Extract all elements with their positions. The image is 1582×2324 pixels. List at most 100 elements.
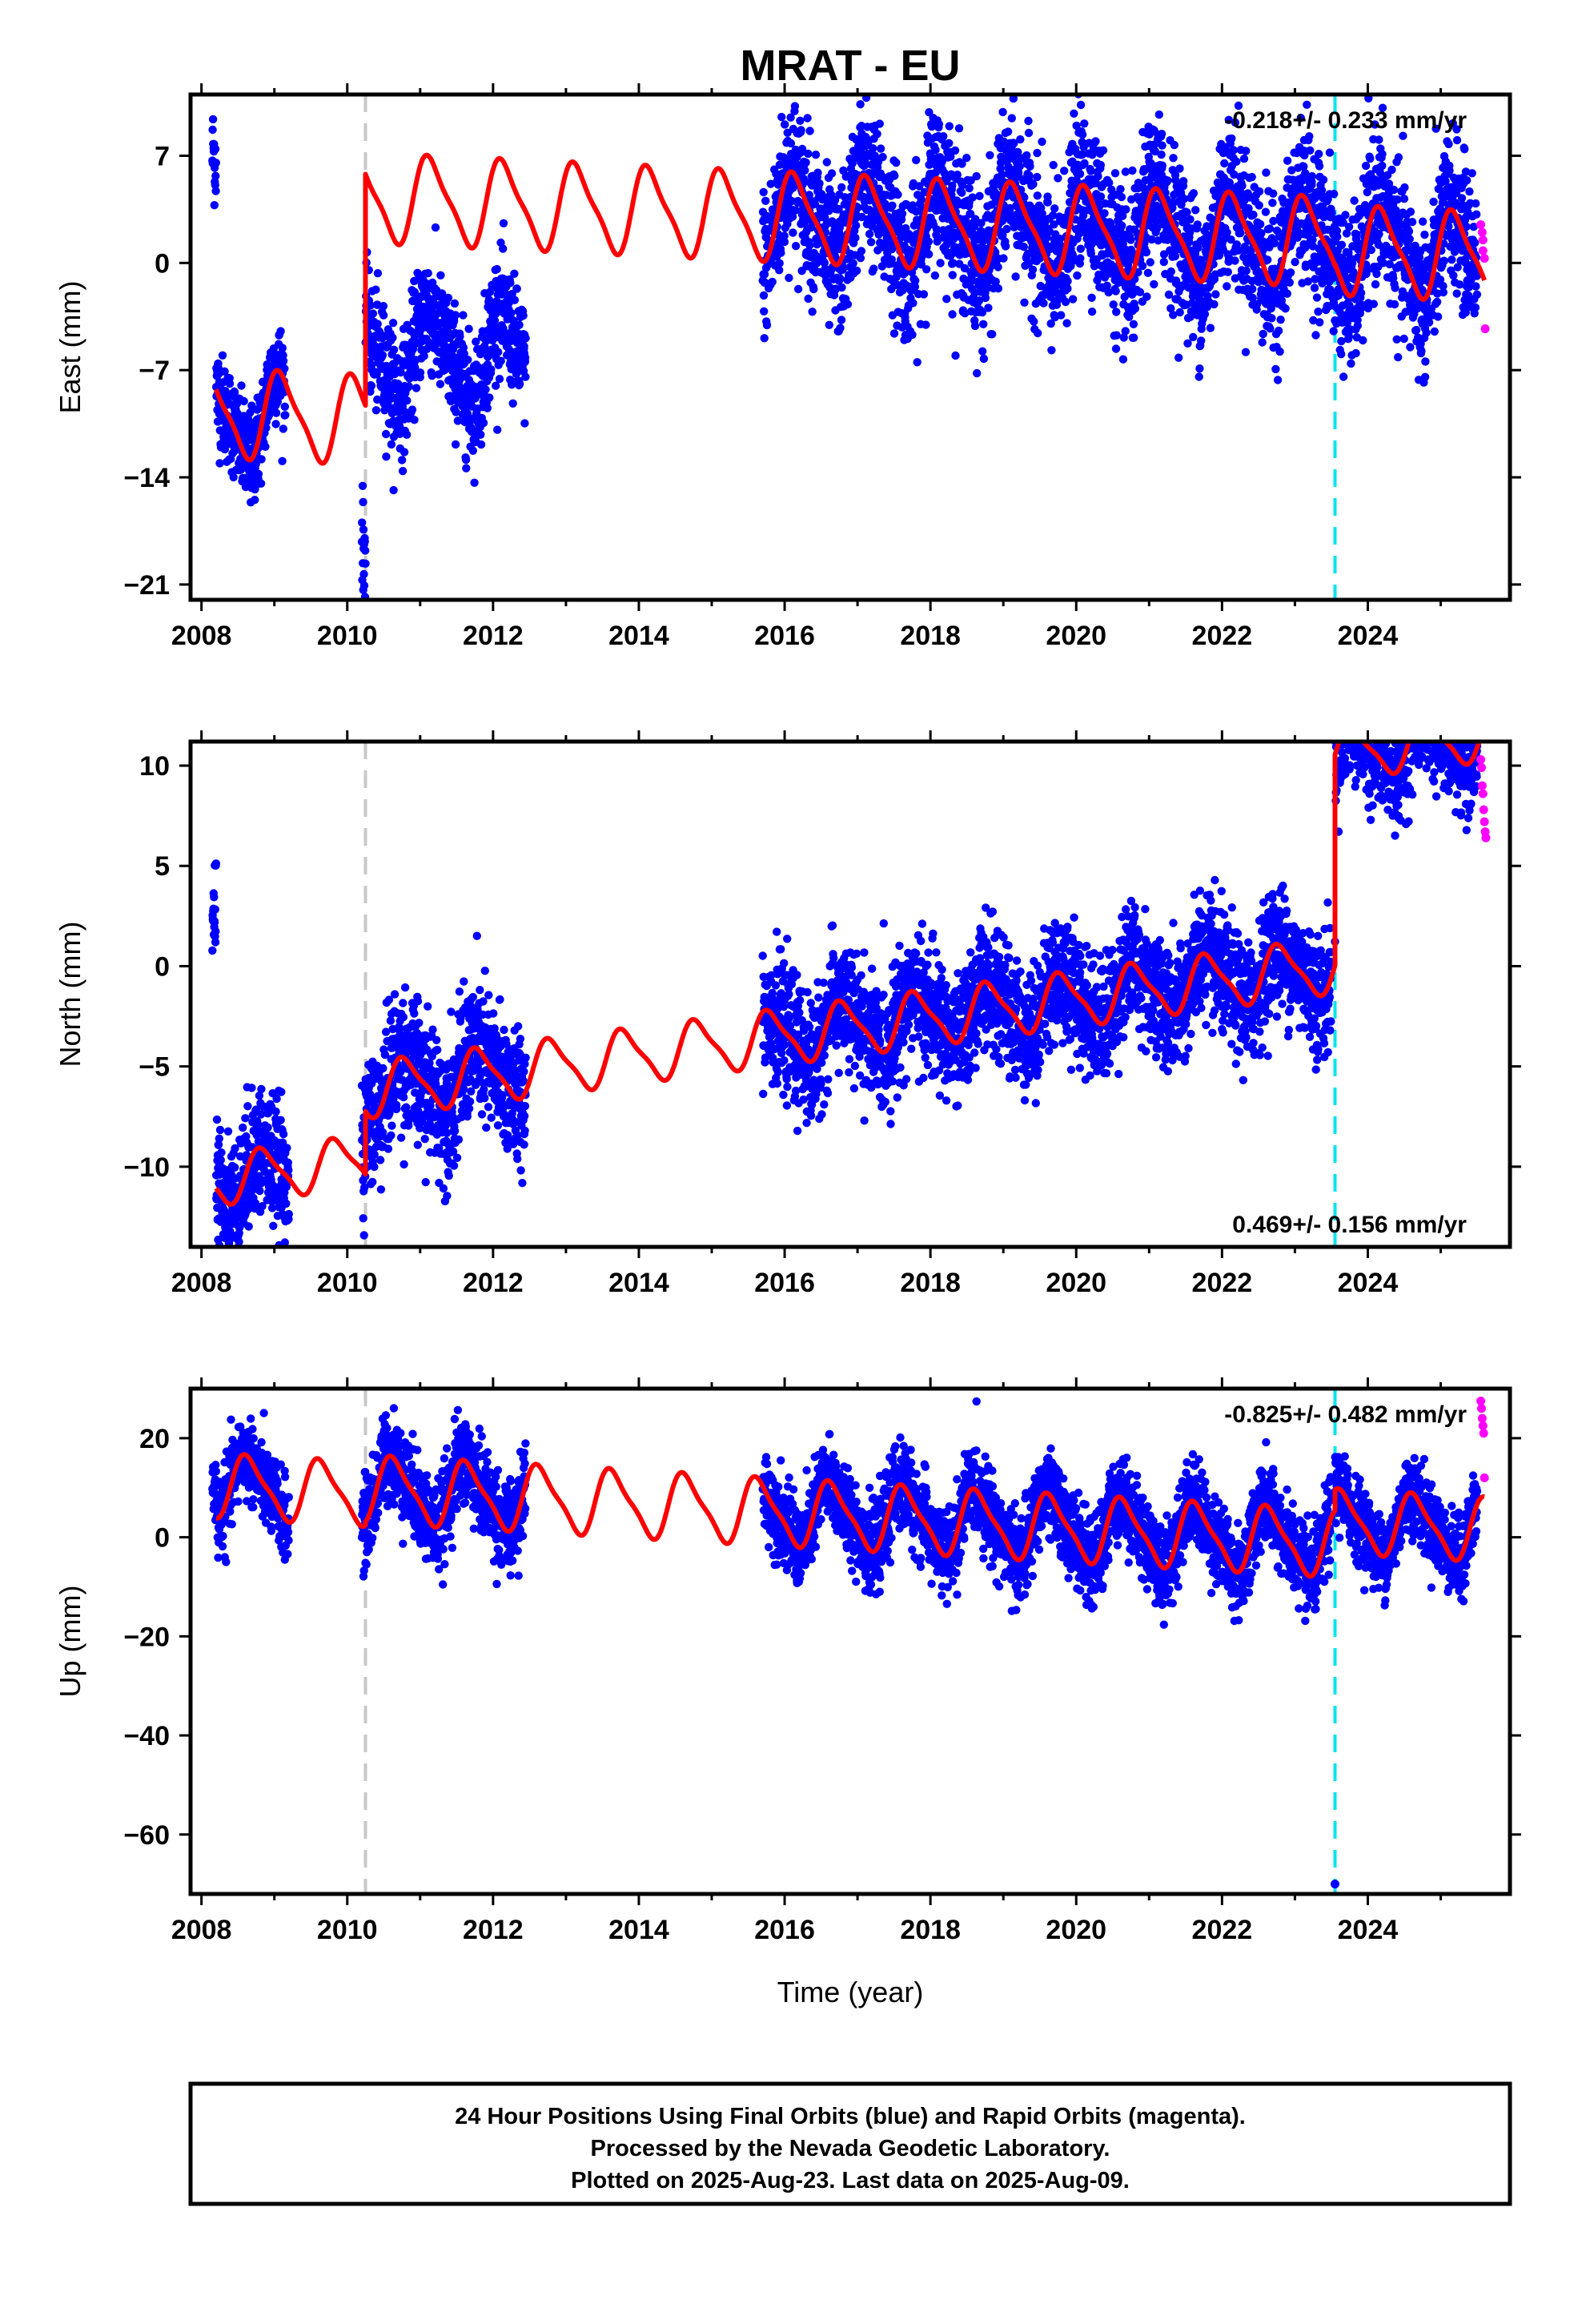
data-point xyxy=(1170,140,1179,150)
data-point xyxy=(869,264,878,273)
data-point xyxy=(851,233,860,243)
data-point xyxy=(225,379,235,388)
data-point xyxy=(1241,348,1251,356)
data-point xyxy=(1465,187,1474,196)
data-point xyxy=(510,269,519,278)
data-point xyxy=(1439,256,1449,265)
data-point xyxy=(251,496,259,505)
data-point xyxy=(487,365,496,374)
data-point xyxy=(271,408,281,417)
data-point xyxy=(1444,139,1453,149)
data-point xyxy=(1311,331,1320,340)
data-point xyxy=(510,296,520,304)
data-point xyxy=(459,343,468,352)
data-point xyxy=(1230,170,1239,179)
rapid-point xyxy=(1480,324,1490,334)
data-point xyxy=(472,337,480,346)
x-tick-label: 2020 xyxy=(1046,621,1106,651)
data-point xyxy=(1194,243,1203,252)
data-point xyxy=(865,230,874,239)
data-point xyxy=(921,320,930,329)
data-point xyxy=(998,170,1006,179)
data-point xyxy=(1342,229,1351,238)
data-point xyxy=(278,456,287,465)
data-point xyxy=(966,209,975,219)
data-point xyxy=(789,228,797,237)
data-point xyxy=(1070,109,1078,118)
data-point xyxy=(1247,172,1256,182)
data-point xyxy=(1057,311,1066,320)
data-point xyxy=(856,254,865,263)
data-point xyxy=(470,478,479,487)
data-point xyxy=(1119,333,1128,342)
data-point xyxy=(888,201,897,210)
data-point xyxy=(1054,174,1062,183)
data-point xyxy=(241,1114,250,1123)
x-tick-label: 2012 xyxy=(463,621,524,651)
data-point xyxy=(924,250,934,259)
data-point xyxy=(1015,162,1025,171)
data-point xyxy=(280,402,289,411)
data-point xyxy=(1471,303,1480,312)
y-tick-label: −7 xyxy=(139,356,170,386)
data-point xyxy=(1350,196,1359,205)
data-point xyxy=(821,213,829,223)
data-point xyxy=(1249,211,1258,219)
data-point xyxy=(1263,255,1272,264)
data-point xyxy=(1076,100,1086,110)
data-point xyxy=(499,219,508,227)
data-point xyxy=(1224,115,1234,124)
data-point xyxy=(1076,254,1085,263)
data-point xyxy=(1111,287,1120,296)
data-point xyxy=(887,255,897,264)
data-point xyxy=(1361,161,1371,171)
data-point xyxy=(931,146,940,155)
data-point xyxy=(975,191,984,200)
data-point xyxy=(1075,170,1085,179)
data-point xyxy=(1014,147,1022,157)
data-point xyxy=(424,268,432,278)
data-point xyxy=(1016,135,1025,144)
data-point xyxy=(278,344,287,352)
data-point xyxy=(1287,166,1296,175)
data-point xyxy=(953,171,962,179)
data-point xyxy=(1456,280,1464,289)
data-point xyxy=(837,316,846,324)
data-point xyxy=(1111,344,1121,353)
x-tick-label: 2024 xyxy=(1338,621,1399,651)
data-point xyxy=(1210,300,1219,309)
data-point xyxy=(1227,235,1235,244)
data-point xyxy=(1472,210,1481,219)
data-point xyxy=(1135,287,1145,296)
data-point xyxy=(890,171,899,180)
data-point xyxy=(1356,288,1366,297)
data-point xyxy=(368,309,378,318)
data-point xyxy=(451,311,460,320)
data-point xyxy=(834,204,843,214)
data-point xyxy=(1332,227,1342,235)
data-point xyxy=(939,132,948,141)
data-point xyxy=(1276,316,1285,324)
data-point xyxy=(945,122,954,131)
data-point xyxy=(973,368,982,378)
data-point xyxy=(1339,218,1347,227)
data-point xyxy=(950,146,960,155)
data-point xyxy=(464,356,472,364)
data-point xyxy=(1351,348,1360,358)
data-point xyxy=(1096,160,1106,170)
data-point xyxy=(978,308,987,317)
data-point xyxy=(279,356,288,365)
data-point xyxy=(1420,372,1430,381)
data-point xyxy=(1110,169,1120,178)
data-point xyxy=(359,569,368,579)
data-point xyxy=(1449,271,1458,280)
data-point xyxy=(1056,235,1065,243)
data-point xyxy=(1303,277,1313,286)
data-point xyxy=(499,244,508,253)
data-point xyxy=(875,119,885,128)
data-point xyxy=(1117,192,1126,202)
data-point xyxy=(464,324,473,333)
data-point xyxy=(970,321,980,331)
data-point xyxy=(499,324,508,333)
data-point xyxy=(1142,292,1151,301)
